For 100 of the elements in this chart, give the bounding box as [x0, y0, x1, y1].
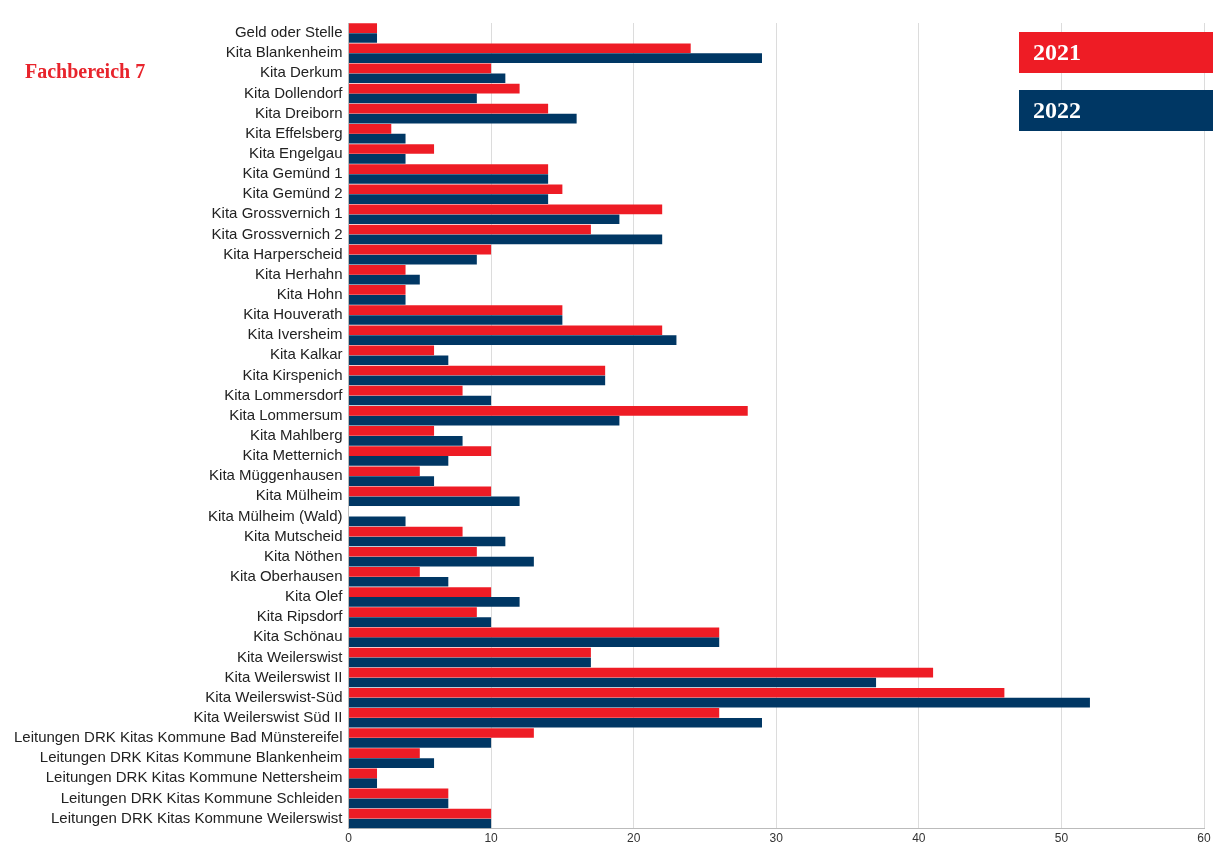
y-tick-label: Kita Lommersdorf: [224, 385, 344, 403]
bar: [349, 375, 606, 386]
bar: [349, 496, 520, 507]
bar: [349, 798, 449, 809]
y-tick-label: Kita Weilerswist-Süd: [205, 687, 343, 705]
bar: [349, 224, 591, 235]
bar: [349, 395, 492, 406]
bar: [349, 627, 720, 638]
y-tick-label: Kita Müggenhausen: [209, 466, 343, 484]
bar: [349, 113, 577, 124]
bar: [349, 546, 477, 557]
bar: [349, 808, 492, 819]
bar: [349, 637, 720, 648]
bar: [349, 385, 463, 396]
bar: [349, 315, 563, 325]
bar: [349, 133, 406, 144]
bar: [349, 526, 463, 537]
bar: [349, 768, 378, 779]
bar: [349, 184, 563, 195]
bar: [349, 154, 406, 164]
y-tick-label: Kita Iversheim: [247, 325, 343, 343]
x-tick-label: 30: [769, 831, 784, 846]
y-tick-label: Kita Metternich: [242, 446, 343, 464]
bar: [349, 274, 420, 285]
bar: [349, 294, 406, 305]
bar: [349, 607, 477, 618]
bar: [349, 43, 691, 54]
bar: [349, 305, 563, 315]
y-tick-label: Kita Lommersum: [229, 405, 343, 423]
bar: [349, 244, 492, 255]
bar: [349, 435, 463, 446]
legend-key: 2022: [1019, 90, 1213, 131]
y-tick-label: Leitungen DRK Kitas Kommune Weilerswist: [50, 808, 344, 826]
bar: [349, 738, 492, 748]
x-tick-label: 20: [626, 831, 641, 846]
y-tick-label: Kita Grossvernich 2: [211, 224, 343, 242]
bar: [349, 83, 520, 94]
y-tick-label: Kita Mutscheid: [244, 526, 343, 544]
bar: [349, 345, 435, 356]
y-tick-label: Kita Mülheim: [255, 486, 343, 504]
bar: [349, 677, 877, 688]
y-tick-label: Kita Oberhausen: [229, 566, 343, 584]
y-tick-label: Kita Grossvernich 1: [211, 204, 343, 222]
bar: [349, 657, 591, 668]
y-tick-label: Kita Gemünd 1: [242, 164, 343, 182]
bar: [349, 194, 549, 204]
bar: [349, 567, 420, 577]
y-tick-label: Leitungen DRK Kitas Kommune Schleiden: [60, 788, 343, 806]
x-tick-label: 10: [484, 831, 499, 846]
y-tick-label: Kita Houverath: [243, 305, 343, 323]
bar: [349, 758, 435, 768]
y-tick-label: Kita Derkum: [259, 63, 343, 81]
bar: [349, 214, 620, 225]
bar: [349, 516, 406, 527]
bar: [349, 788, 449, 799]
bar: [349, 456, 449, 466]
y-tick-label: Kita Dollendorf: [244, 83, 344, 101]
bar: [349, 687, 1005, 698]
y-tick-label: Kita Harperscheid: [223, 244, 343, 262]
bar: [349, 164, 549, 174]
bar: [349, 124, 392, 134]
bar: [349, 647, 591, 658]
bar: [349, 486, 492, 497]
bar: [349, 697, 1090, 708]
bar: [349, 285, 406, 295]
x-tick-label: 40: [912, 831, 926, 846]
bar: [349, 234, 663, 245]
bar: [349, 778, 378, 789]
bar: [349, 405, 748, 416]
y-tick-label: Kita Dreiborn: [254, 103, 343, 121]
bar: [349, 93, 477, 104]
bar: [349, 617, 492, 627]
bar: [349, 717, 762, 728]
bar: [349, 264, 406, 275]
bar: [349, 576, 449, 587]
bar: [349, 536, 506, 547]
y-tick-label: Kita Gemünd 2: [242, 184, 343, 202]
bar: [349, 144, 435, 154]
bar: [349, 446, 492, 456]
y-tick-label: Kita Herhahn: [254, 264, 343, 282]
y-tick-label: Leitungen DRK Kitas Kommune Bad Münstereifel: [13, 728, 343, 746]
bar: [349, 587, 492, 597]
x-tick-label: 60: [1197, 831, 1211, 846]
bar: [349, 335, 677, 345]
bar: [349, 23, 378, 33]
bar: [349, 426, 435, 436]
y-tick-label: Kita Nöthen: [264, 546, 343, 564]
bar: [349, 63, 492, 74]
y-tick-label: Kita Schönau: [253, 627, 343, 645]
bar: [349, 728, 534, 738]
y-tick-label: Leitungen DRK Kitas Kommune Blankenheim: [39, 748, 343, 766]
y-tick-label: Kita Effelsberg: [245, 123, 343, 141]
y-tick-label: Kita Weilerswist II: [224, 667, 343, 685]
y-tick-label: Kita Weilerswist Süd II: [193, 707, 343, 725]
y-tick-label: Kita Engelgau: [249, 144, 343, 162]
bar: [349, 556, 534, 567]
x-tick-label: 50: [1054, 831, 1069, 846]
y-tick-label: Kita Kirspenich: [242, 365, 343, 383]
bar: [349, 597, 520, 607]
bar: [349, 73, 506, 84]
